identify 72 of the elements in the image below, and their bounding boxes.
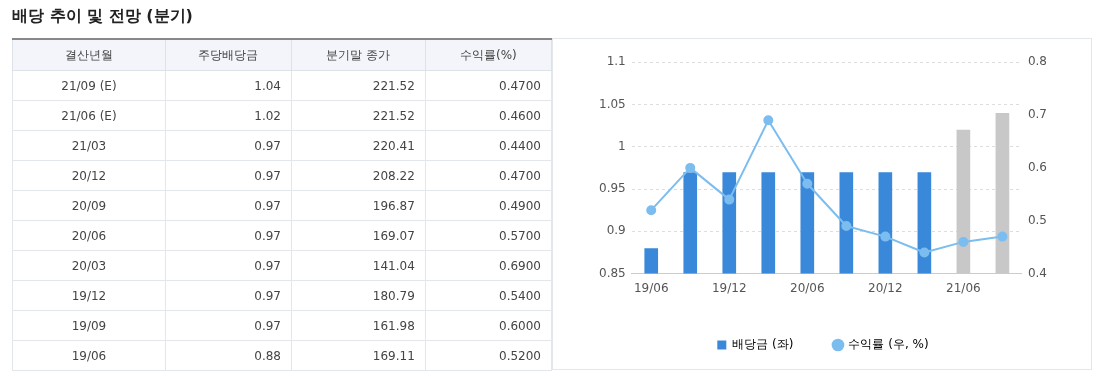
legend-label: 배당금 (좌) bbox=[732, 337, 794, 352]
text: 결산년월 bbox=[12, 39, 166, 71]
data-label: 0.88 bbox=[165, 340, 292, 371]
text: 수익률(%) bbox=[425, 39, 552, 71]
data-label: 221.52 bbox=[291, 70, 426, 101]
point bbox=[763, 115, 774, 126]
point bbox=[724, 194, 735, 205]
data-label: 1.02 bbox=[165, 100, 292, 131]
data-label: 169.07 bbox=[291, 220, 426, 251]
data-label: 0.4900 bbox=[425, 190, 552, 221]
data-label: 141.04 bbox=[291, 250, 426, 281]
text: 주당배당금 bbox=[165, 39, 292, 71]
data-label: 1.04 bbox=[165, 70, 292, 101]
category-label: 21/06 (E) bbox=[12, 100, 166, 131]
y-tick-label: 0.95 bbox=[599, 181, 626, 196]
y2-tick-label: 0.5 bbox=[1027, 212, 1048, 227]
data-label: 0.97 bbox=[165, 160, 292, 191]
category-label: 20/03 bbox=[12, 250, 166, 281]
y-tick-label: 1 bbox=[618, 138, 626, 153]
point bbox=[685, 162, 696, 173]
category-label: 19/09 bbox=[12, 310, 166, 341]
data-label: 0.97 bbox=[165, 130, 292, 161]
y2-tick-label: 0.4 bbox=[1027, 265, 1048, 280]
point bbox=[841, 221, 852, 232]
data-label: 0.97 bbox=[165, 310, 292, 341]
point bbox=[646, 205, 657, 216]
category-label: 20/12 bbox=[12, 160, 166, 191]
category-label: 20/06 bbox=[12, 220, 166, 251]
y2-tick-label: 0.7 bbox=[1027, 107, 1048, 122]
y-tick-label: 0.9 bbox=[606, 223, 626, 238]
category-label: 21/03 bbox=[12, 130, 166, 161]
x-tick-label: 19/06 bbox=[633, 280, 669, 295]
data-label: 0.5200 bbox=[425, 340, 552, 371]
data-label: 180.79 bbox=[291, 280, 426, 311]
legend-label: 수익률 (우, %) bbox=[848, 337, 929, 352]
data-label: 220.41 bbox=[291, 130, 426, 161]
data-label: 0.6000 bbox=[425, 310, 552, 341]
y2-tick-label: 0.8 bbox=[1027, 54, 1048, 69]
text: 배당 추이 및 전망 (분기) bbox=[12, 6, 193, 27]
data-label: 169.11 bbox=[291, 340, 426, 371]
data-label: 0.97 bbox=[165, 250, 292, 281]
data-label: 0.97 bbox=[165, 220, 292, 251]
data-label: 0.5400 bbox=[425, 280, 552, 311]
data-label: 161.98 bbox=[291, 310, 426, 341]
x-tick-label: 19/12 bbox=[711, 280, 747, 295]
text: 분기말 종가 bbox=[291, 39, 426, 71]
y-tick-label: 0.85 bbox=[599, 265, 626, 280]
point bbox=[997, 231, 1008, 242]
point bbox=[958, 236, 969, 247]
x-tick-label: 20/06 bbox=[790, 280, 825, 295]
data-label: 221.52 bbox=[291, 100, 426, 131]
data-label: 0.97 bbox=[165, 280, 292, 311]
data-label: 196.87 bbox=[291, 190, 426, 221]
x-tick-label: 20/12 bbox=[868, 280, 903, 295]
data-label: 0.5700 bbox=[425, 220, 552, 251]
data-label: 0.97 bbox=[165, 190, 292, 221]
y-tick-label: 1.05 bbox=[599, 96, 626, 111]
data-label: 0.4700 bbox=[425, 70, 552, 101]
category-label: 20/09 bbox=[12, 190, 166, 221]
y2-tick-label: 0.6 bbox=[1027, 160, 1048, 175]
y-tick-label: 1.1 bbox=[606, 54, 626, 69]
category-label: 21/09 (E) bbox=[12, 70, 166, 101]
category-label: 19/06 bbox=[12, 340, 166, 371]
data-label: 0.6900 bbox=[425, 250, 552, 281]
point bbox=[880, 231, 891, 242]
data-label: 0.4700 bbox=[425, 160, 552, 191]
point bbox=[919, 247, 930, 258]
x-tick-label: 21/06 bbox=[946, 280, 981, 295]
data-label: 0.4400 bbox=[425, 130, 552, 161]
point bbox=[802, 178, 813, 189]
data-label: 208.22 bbox=[291, 160, 426, 191]
data-label: 0.4600 bbox=[425, 100, 552, 131]
